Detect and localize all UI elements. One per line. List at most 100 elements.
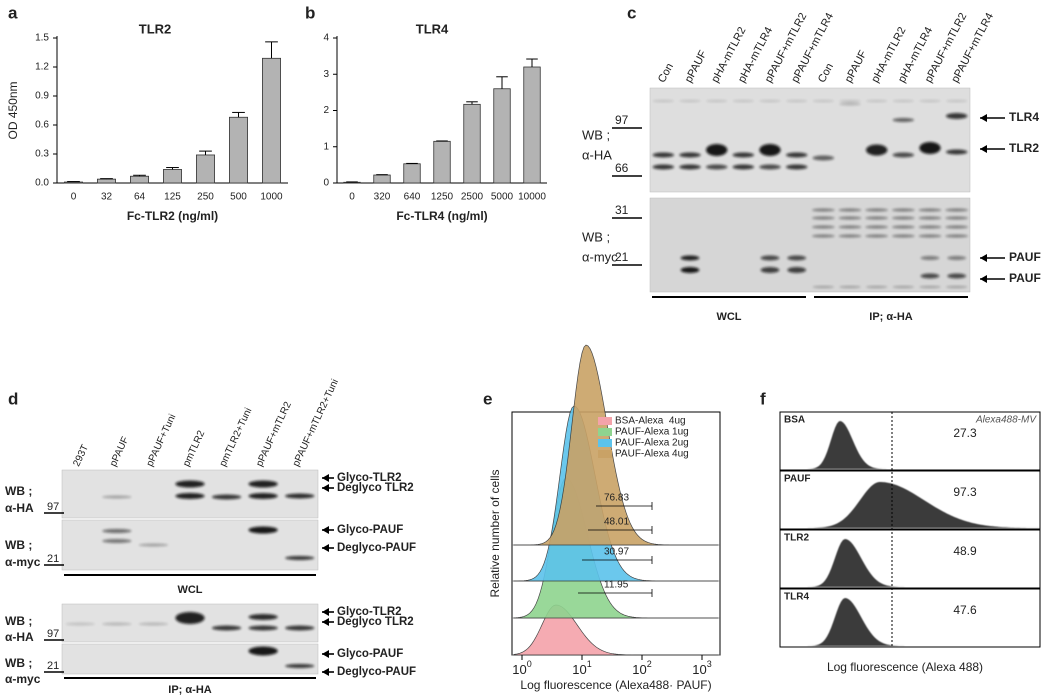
band: [945, 234, 969, 238]
error-bar: [133, 174, 146, 177]
lane-label: 293T: [71, 443, 91, 468]
antibody-label: WB ;: [5, 538, 32, 552]
bar: [403, 163, 421, 184]
percent-value: 27.3: [953, 426, 977, 440]
bar: [493, 88, 511, 184]
band: [652, 152, 674, 158]
x-tick-label: 0: [349, 192, 355, 203]
antibody-label: WB ;: [582, 229, 610, 244]
band: [732, 152, 754, 158]
band: [812, 234, 835, 238]
band: [248, 614, 278, 620]
marker-label: Alexa488-MV: [975, 415, 1037, 426]
band: [760, 255, 780, 261]
band: [786, 152, 808, 158]
band: [285, 556, 315, 560]
lane-label: pmTLR2: [181, 429, 207, 469]
band: [102, 539, 132, 543]
x-axis-label: Fc-TLR4 (ng/ml): [396, 209, 487, 223]
legend-swatch: [598, 450, 612, 458]
y-tick-label: 3: [323, 69, 329, 80]
mw-marker: 21: [47, 660, 59, 672]
band-label: Glyco-PAUF: [337, 524, 403, 536]
lane-label: Con: [816, 61, 836, 84]
band: [838, 225, 862, 229]
band-label: PAUF: [1009, 250, 1041, 264]
tick-base: 10: [632, 662, 646, 677]
band: [285, 493, 315, 499]
band-label: Glyco-TLR2: [337, 472, 402, 484]
band: [786, 100, 808, 102]
histogram: [781, 539, 1039, 587]
band: [679, 152, 701, 158]
mw-marker: 97: [615, 113, 629, 127]
band: [945, 216, 969, 220]
band: [892, 208, 915, 212]
band: [706, 144, 728, 156]
x-tick-label: 64: [134, 192, 146, 203]
band: [680, 255, 700, 261]
gate-value: 30.97: [604, 547, 629, 558]
band: [947, 273, 967, 279]
x-tick-label: 102: [632, 659, 651, 677]
band: [865, 225, 889, 229]
band-label: Deglyco TLR2: [337, 616, 414, 628]
legend-label: BSA-Alexa 4ug: [615, 416, 686, 427]
band: [812, 216, 835, 220]
bar: [373, 174, 391, 184]
band: [918, 234, 942, 238]
antibody-label: WB ;: [582, 127, 610, 142]
error-bar: [166, 167, 179, 170]
tick-exponent: 2: [647, 659, 652, 669]
tick-exponent: 0: [527, 659, 532, 669]
x-axis-label: Log fluorescence (Alexa 488): [827, 660, 983, 674]
antibody-label: WB ;: [5, 656, 32, 670]
group-label: WCL: [716, 311, 741, 323]
y-tick-label: 2: [323, 105, 329, 116]
band: [175, 493, 205, 499]
band: [812, 208, 835, 212]
panel-label: f: [760, 389, 766, 408]
band: [759, 164, 781, 170]
y-tick-label: 0.3: [35, 149, 49, 160]
band: [102, 529, 132, 533]
error-bar: [496, 76, 508, 89]
mw-marker: 21: [47, 553, 59, 565]
x-tick-label: 103: [692, 659, 711, 677]
tick-exponent: 3: [707, 659, 712, 669]
band: [946, 149, 968, 155]
histogram: [513, 344, 718, 546]
sample-label: PAUF: [784, 474, 810, 485]
band: [248, 625, 278, 631]
x-tick-label: 500: [230, 192, 247, 203]
tick-base: 10: [512, 662, 526, 677]
band: [918, 225, 942, 229]
arrow-head: [322, 526, 329, 534]
mw-marker: 66: [615, 161, 629, 175]
band: [892, 216, 915, 220]
band: [892, 152, 914, 158]
error-bar: [232, 111, 245, 118]
arrow-head: [980, 114, 987, 122]
error-bar: [466, 101, 478, 105]
tick-base: 10: [692, 662, 706, 677]
band: [285, 625, 315, 631]
x-tick-label: 100: [512, 659, 531, 677]
band: [787, 267, 807, 273]
legend-swatch: [598, 417, 612, 425]
band: [918, 216, 942, 220]
band: [892, 225, 915, 229]
band: [248, 526, 278, 534]
band: [945, 208, 969, 212]
lane-label: pPAUF+mTLR2+Tuni: [291, 378, 341, 469]
band: [812, 225, 835, 229]
mw-marker: 97: [47, 628, 59, 640]
band: [892, 234, 915, 238]
x-tick-label: 0: [71, 192, 77, 203]
x-axis-label: Fc-TLR2 (ng/ml): [127, 209, 218, 223]
band-label: Deglyco TLR2: [337, 482, 414, 494]
antibody-label: α-myc: [582, 249, 618, 264]
band: [211, 494, 242, 500]
tick-exponent: 1: [587, 659, 592, 669]
y-tick-label: 0.0: [35, 178, 49, 189]
